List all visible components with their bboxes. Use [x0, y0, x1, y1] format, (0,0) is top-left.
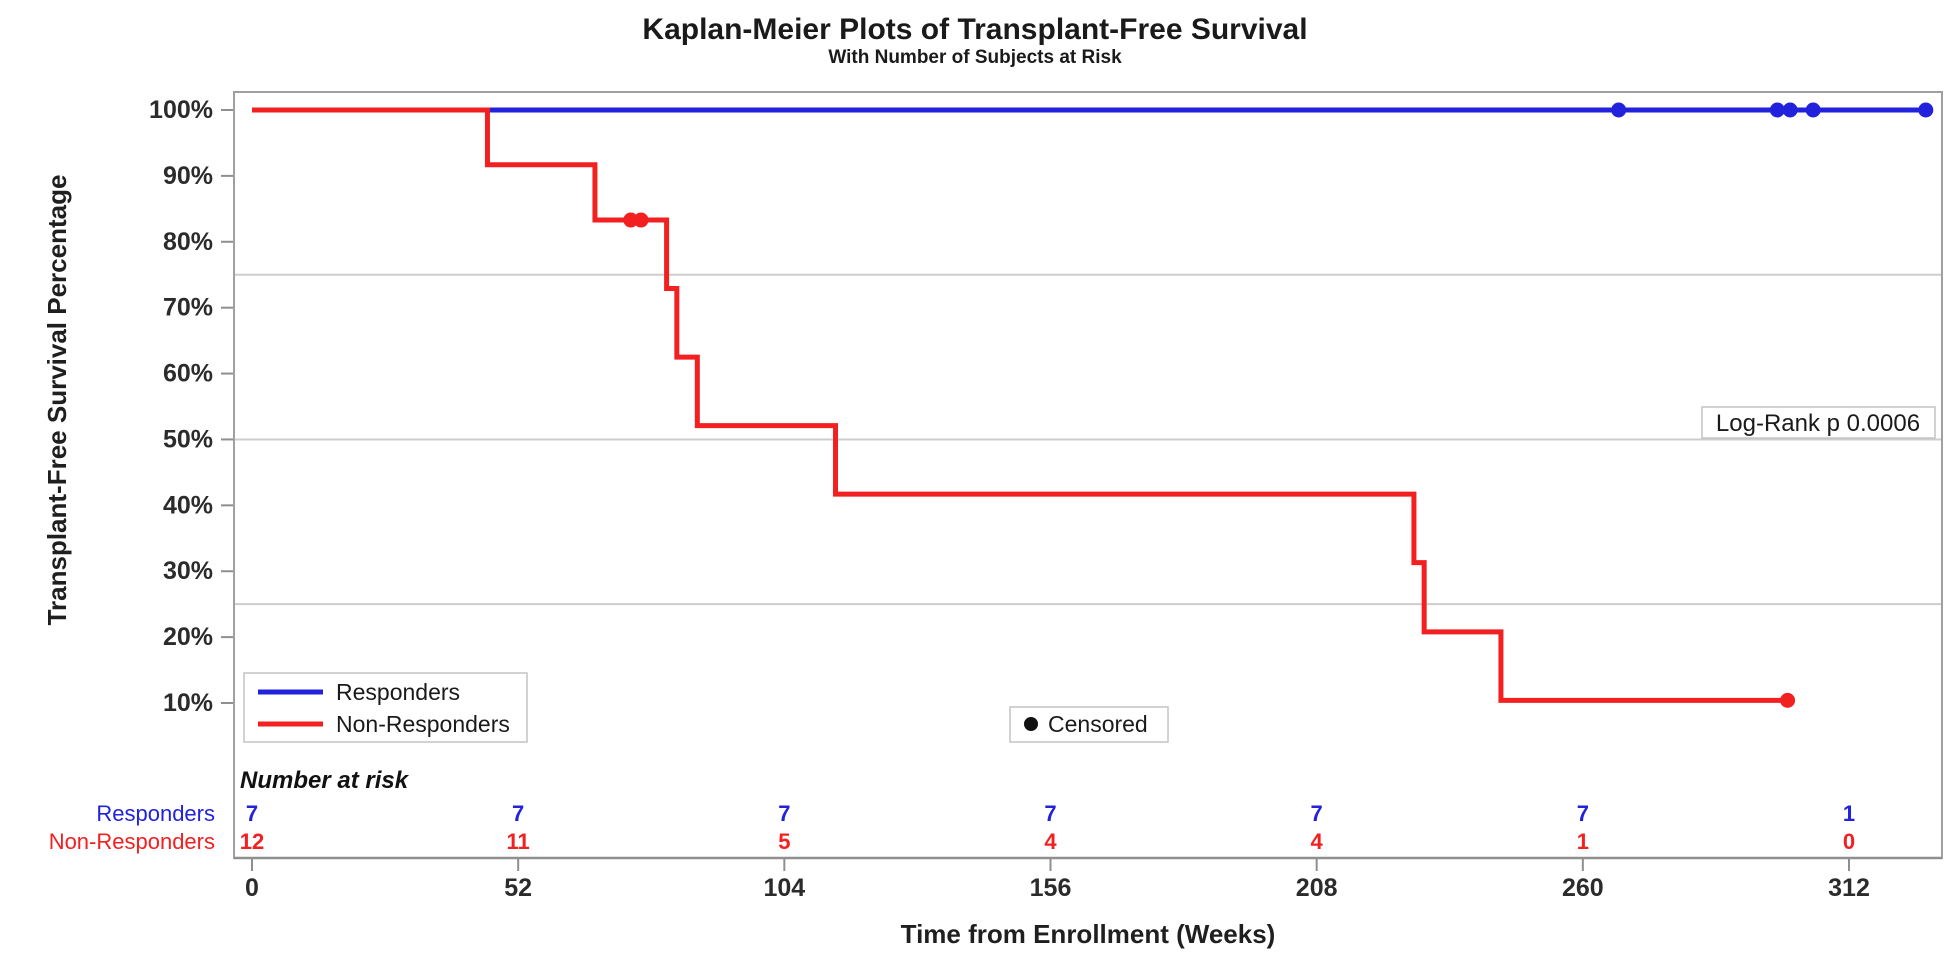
- risk-value: 12: [240, 829, 264, 854]
- responders-censor-dot: [1769, 102, 1785, 118]
- y-tick-label: 50%: [163, 425, 213, 453]
- y-tick-label: 80%: [163, 228, 213, 256]
- x-tick-label: 0: [245, 874, 259, 902]
- chart-title: Kaplan-Meier Plots of Transplant-Free Su…: [642, 13, 1307, 46]
- risk-table-values: 7 7 7 7 7 7 1 12 11 5 4 4 1 0: [240, 801, 1855, 854]
- plot-frame: [233, 91, 1943, 859]
- log-rank-border: [1701, 406, 1936, 439]
- survival-curves: [252, 102, 1934, 708]
- x-axis-ticks: 0 52 104 156 208 260 312: [245, 859, 1870, 902]
- risk-value: 4: [1044, 829, 1057, 854]
- responders-censor-dot: [1611, 102, 1627, 118]
- y-axis-ticks: 100% 90% 80% 70% 60% 50% 40% 30% 20% 10%: [149, 96, 233, 717]
- legend-non-responders-label: Non-Responders: [336, 711, 510, 737]
- censored-legend-box: Censored: [1009, 706, 1169, 743]
- risk-value: 1: [1843, 801, 1855, 826]
- log-rank-box: Log-Rank p 0.0006: [1701, 406, 1936, 439]
- gridlines: [234, 273, 1942, 606]
- risk-value: 7: [512, 801, 524, 826]
- risk-value: 5: [778, 829, 790, 854]
- y-tick-label: 90%: [163, 162, 213, 190]
- y-tick-label: 20%: [163, 623, 213, 651]
- log-rank-text: Log-Rank p 0.0006: [1716, 410, 1920, 437]
- y-tick-label: 40%: [163, 491, 213, 519]
- number-at-risk-header: Number at risk: [240, 767, 410, 794]
- legend-responders-label: Responders: [336, 679, 460, 705]
- legend-series-border: [243, 672, 528, 743]
- risk-value: 11: [507, 829, 530, 854]
- y-axis-title: Transplant-Free Survival Percentage: [42, 175, 72, 626]
- risk-value: 4: [1311, 829, 1324, 854]
- y-tick-label: 70%: [163, 294, 213, 322]
- x-tick-label: 52: [504, 874, 532, 902]
- responders-censor-dot: [1805, 102, 1821, 118]
- y-tick-label: 100%: [149, 96, 213, 124]
- risk-row-label-non-responders: Non-Responders: [49, 829, 215, 854]
- y-tick-label: 60%: [163, 360, 213, 388]
- censored-dot-icon: [1024, 717, 1038, 731]
- x-axis-title: Time from Enrollment (Weeks): [901, 919, 1276, 949]
- responders-censor-dot: [1918, 102, 1934, 118]
- x-tick-label: 104: [763, 874, 805, 902]
- y-tick-label: 10%: [163, 689, 213, 717]
- x-tick-label: 312: [1828, 874, 1870, 902]
- non-responders-censor-dot: [1780, 692, 1796, 708]
- risk-value: 0: [1843, 829, 1855, 854]
- risk-value: 1: [1577, 829, 1589, 854]
- censored-label: Censored: [1048, 711, 1148, 737]
- risk-value: 7: [1311, 801, 1323, 826]
- risk-value: 7: [1044, 801, 1056, 826]
- risk-value: 7: [246, 801, 258, 826]
- x-tick-label: 208: [1296, 874, 1338, 902]
- risk-value: 7: [1577, 801, 1589, 826]
- y-tick-label: 30%: [163, 557, 213, 585]
- non-responders-curve: [252, 107, 1788, 703]
- risk-row-label-responders: Responders: [96, 801, 215, 826]
- x-tick-label: 156: [1030, 874, 1072, 902]
- x-tick-label: 260: [1562, 874, 1604, 902]
- chart-subtitle: With Number of Subjects at Risk: [828, 47, 1122, 68]
- risk-value: 7: [778, 801, 790, 826]
- responders-censor-dot: [1782, 102, 1798, 118]
- non-responders-censor-dot: [633, 212, 649, 228]
- legend-series-box: Responders Non-Responders: [243, 672, 528, 743]
